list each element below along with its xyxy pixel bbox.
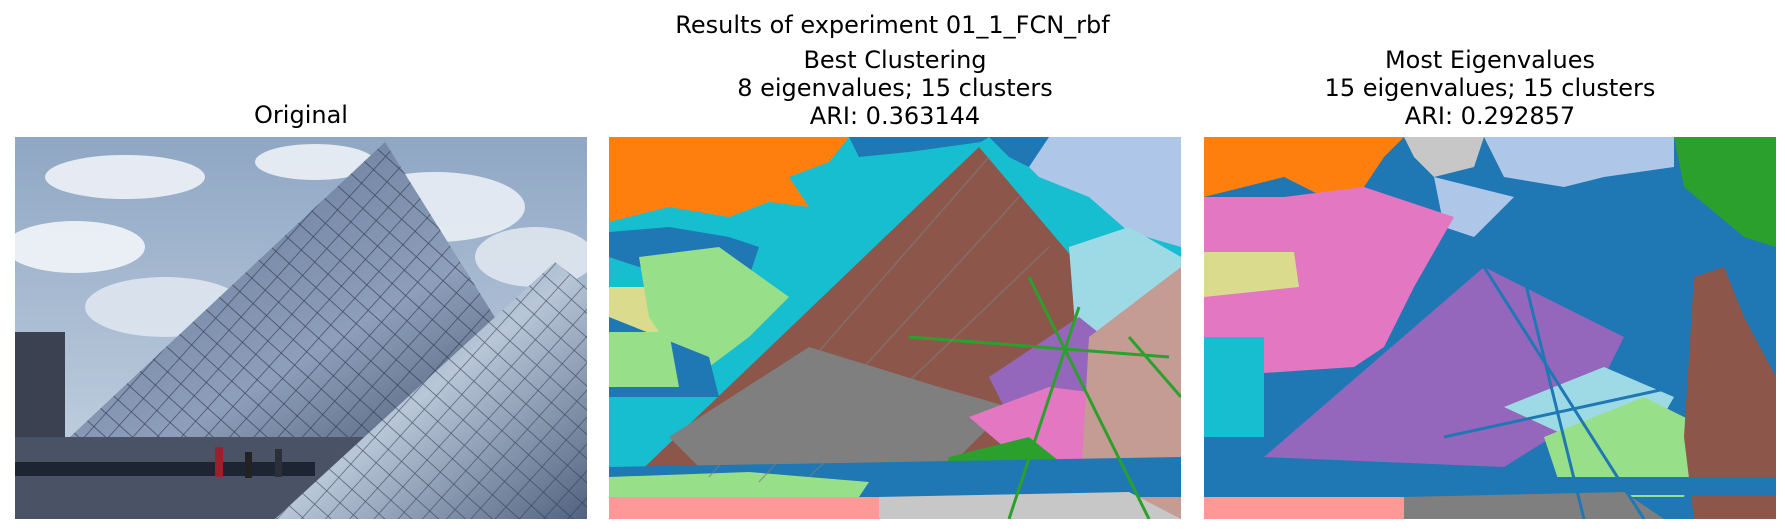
- panel-title-original: Original: [15, 101, 587, 129]
- best-clustering-map: [609, 137, 1181, 519]
- panel-title-best: Best Clustering 8 eigenvalues; 15 cluste…: [609, 46, 1181, 130]
- figure-suptitle: Results of experiment 01_1_FCN_rbf: [675, 11, 1110, 39]
- title-line: ARI: 0.292857: [1404, 102, 1576, 130]
- title-line: Original: [254, 101, 348, 129]
- title-line: 15 eigenvalues; 15 clusters: [1324, 74, 1656, 102]
- panel-most-eigenvalues: Most Eigenvalues 15 eigenvalues; 15 clus…: [1204, 0, 1776, 532]
- panel-best-clustering: Best Clustering 8 eigenvalues; 15 cluste…: [609, 0, 1181, 532]
- title-line: ARI: 0.363144: [809, 102, 981, 130]
- title-line: Most Eigenvalues: [1384, 46, 1596, 74]
- title-line: 8 eigenvalues; 15 clusters: [737, 74, 1053, 102]
- original-photo: [15, 137, 587, 519]
- panel-title-most: Most Eigenvalues 15 eigenvalues; 15 clus…: [1204, 46, 1776, 130]
- panel-original: Original: [15, 0, 587, 532]
- title-line: Best Clustering: [803, 46, 987, 74]
- most-eigenvalues-map: [1204, 137, 1776, 519]
